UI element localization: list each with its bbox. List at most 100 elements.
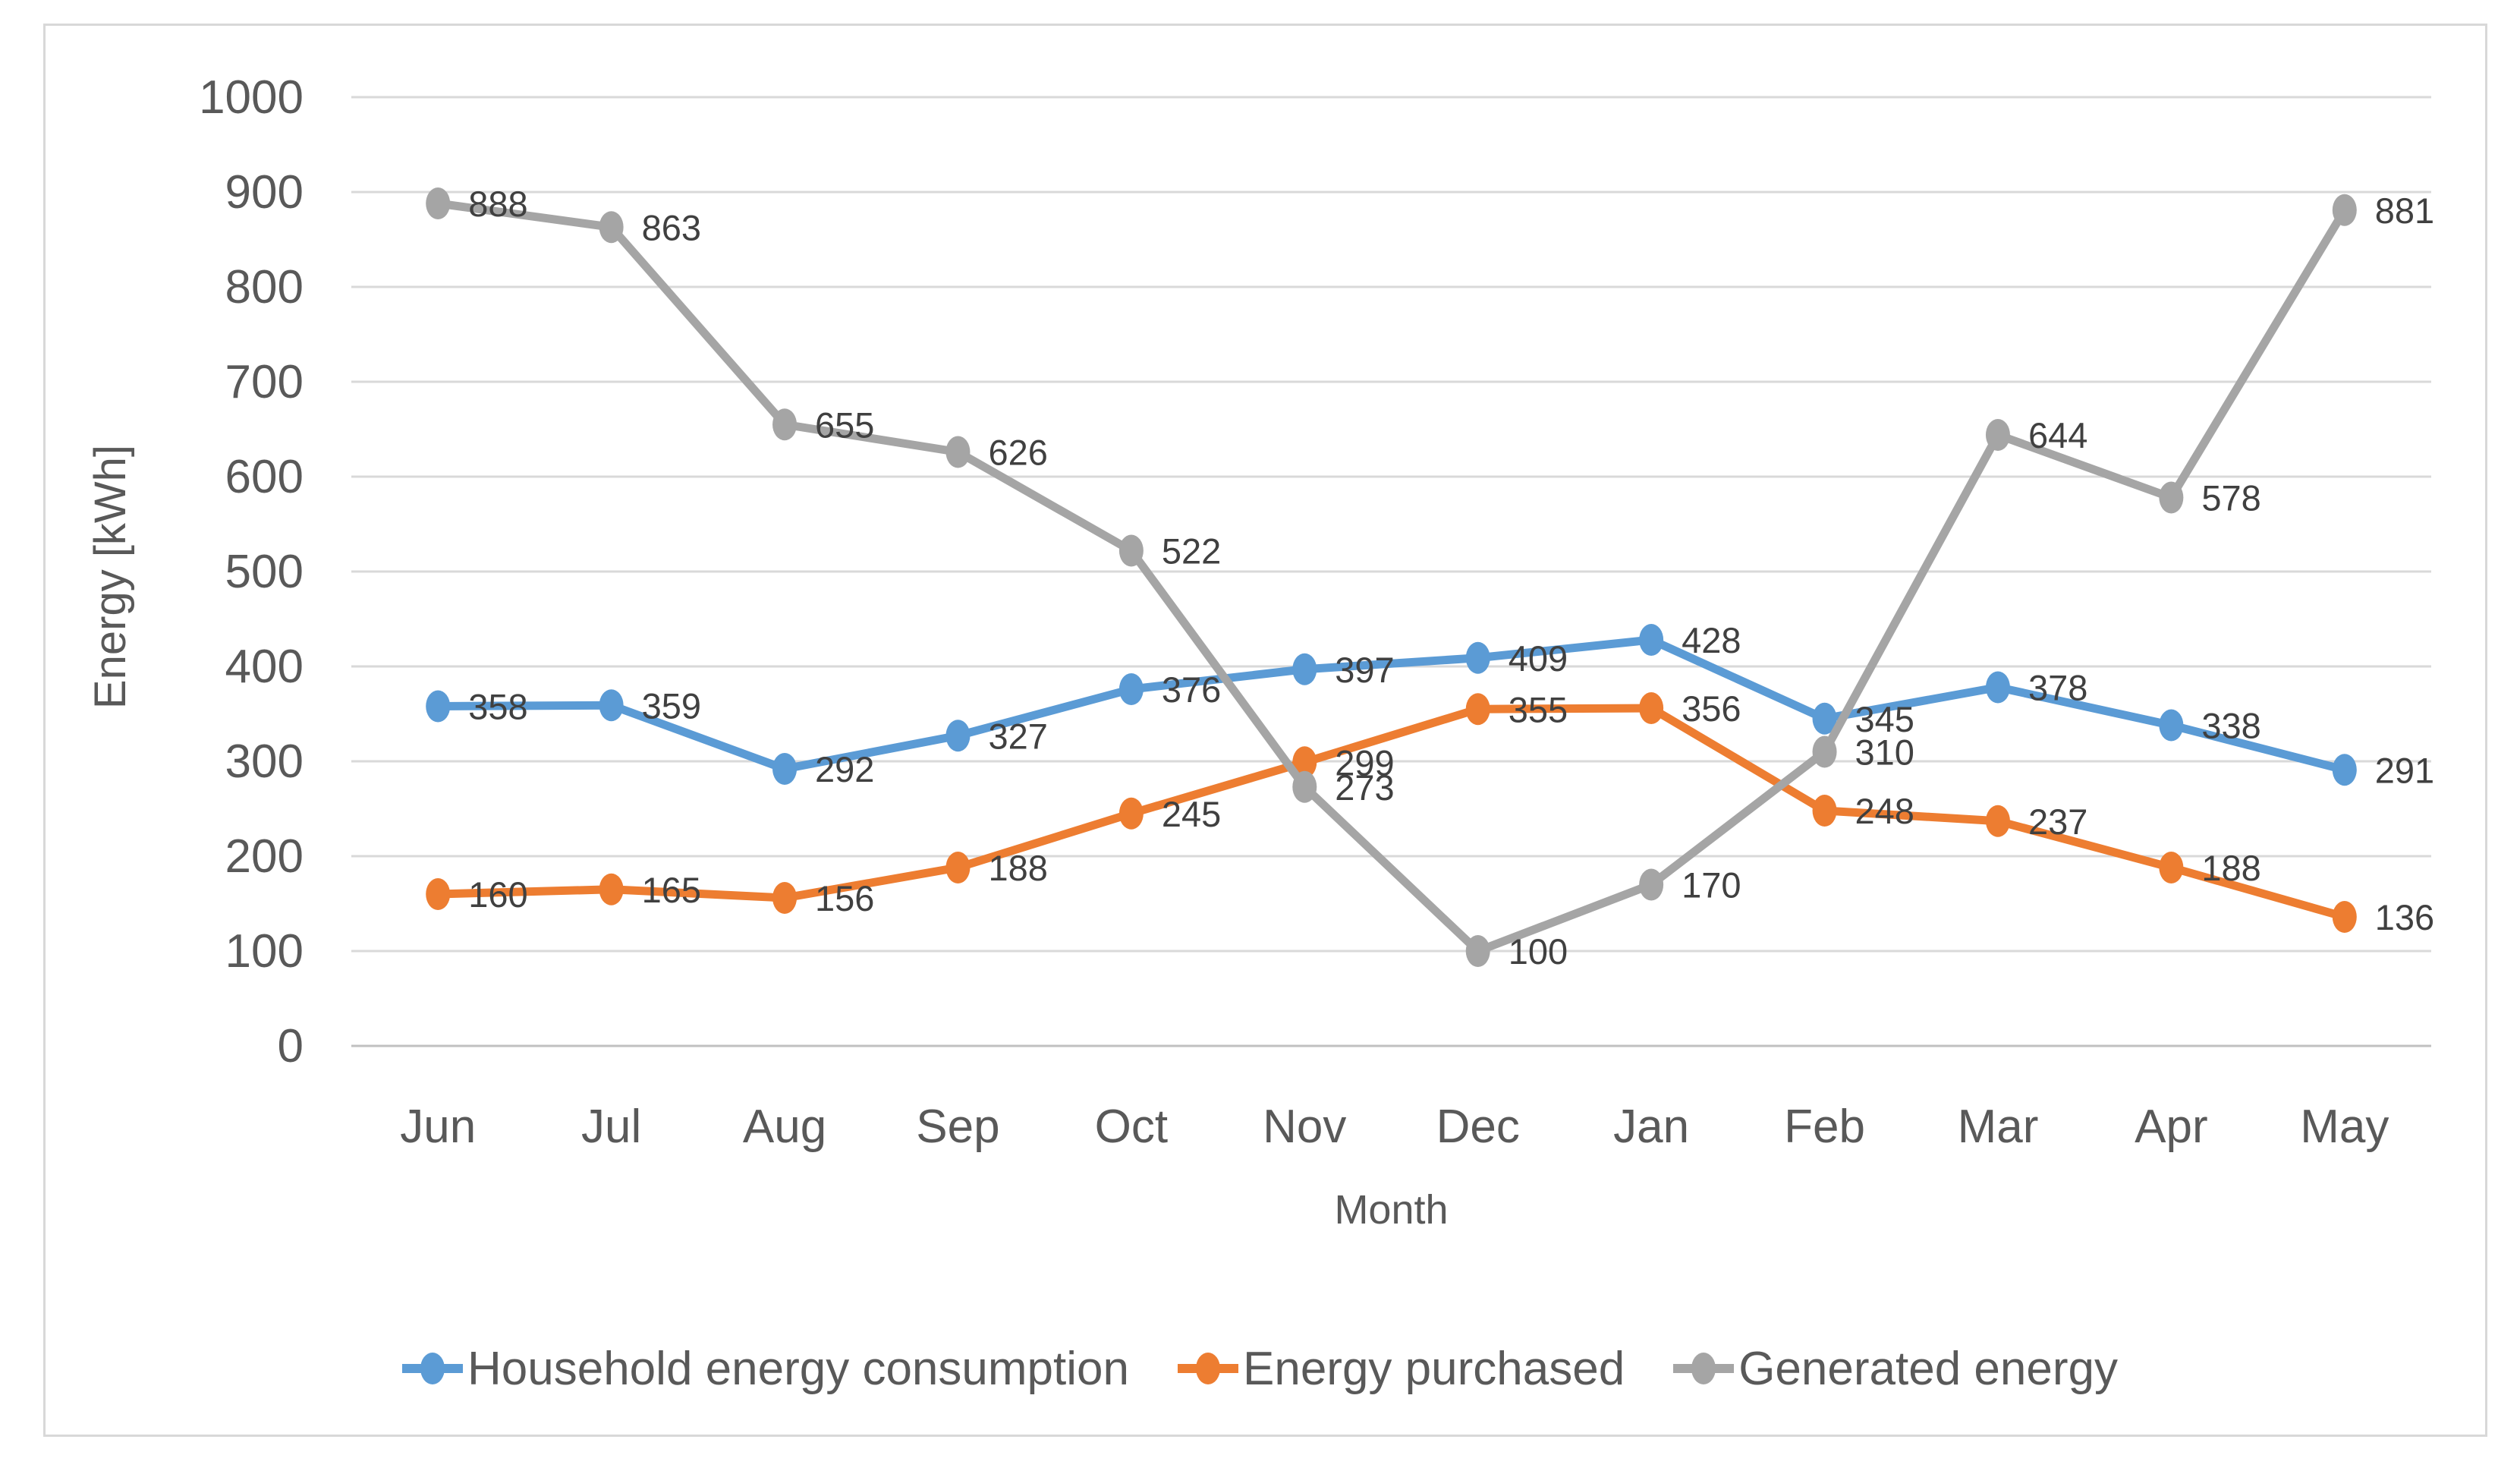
data-point-marker <box>599 689 624 722</box>
x-category-label: Jun <box>400 1101 476 1153</box>
data-point-marker <box>1639 868 1664 901</box>
data-point-label: 355 <box>1509 689 1568 729</box>
y-tick-label: 500 <box>225 546 304 598</box>
y-tick-label: 300 <box>225 735 304 788</box>
y-tick-label: 400 <box>225 641 304 693</box>
data-point-label: 888 <box>468 184 527 224</box>
data-point-label: 136 <box>2375 897 2434 937</box>
data-point-marker <box>426 187 451 219</box>
x-category-label: Mar <box>1958 1101 2039 1153</box>
x-category-label: Nov <box>1263 1101 1346 1153</box>
data-point-label: 292 <box>815 749 874 789</box>
legend-item-energy-purchased: Energy purchased <box>1177 1342 1625 1396</box>
x-category-label: Jan <box>1613 1101 1689 1153</box>
chart-legend: Household energy consumption Energy purc… <box>0 1334 2520 1403</box>
data-point-label: 356 <box>1682 688 1741 729</box>
data-point-marker <box>1292 770 1317 803</box>
data-point-label: 338 <box>2201 706 2260 746</box>
data-point-marker <box>1985 419 2010 451</box>
legend-marker-line-icon <box>1673 1353 1735 1384</box>
data-point-marker <box>1812 735 1837 768</box>
data-point-marker <box>1812 702 1837 735</box>
data-point-label: 397 <box>1335 650 1394 690</box>
data-point-label: 156 <box>815 878 874 918</box>
data-point-label: 248 <box>1855 791 1914 831</box>
x-category-label: Feb <box>1784 1101 1865 1153</box>
series-line <box>433 199 2349 956</box>
data-point-label: 327 <box>988 716 1047 756</box>
y-tick-label: 1000 <box>199 71 304 124</box>
legend-label: Energy purchased <box>1242 1342 1625 1395</box>
series-1: 358 359 292 327 376 397 409 428 345 378 338 291 <box>426 620 2434 790</box>
data-point-label: 359 <box>642 685 701 726</box>
data-point-label: 428 <box>1682 620 1741 660</box>
series-2: 160 165 156 188 245 299 355 356 248 237 188 136 <box>426 688 2434 937</box>
data-point-marker <box>1639 624 1664 656</box>
series-line <box>433 635 2349 774</box>
data-point-marker <box>1292 653 1317 685</box>
x-category-label: Apr <box>2135 1101 2207 1153</box>
data-point-marker <box>772 408 798 441</box>
data-point-marker <box>2159 709 2184 742</box>
data-point-marker <box>945 720 971 752</box>
data-point-label: 655 <box>815 405 874 445</box>
x-category-label: Sep <box>916 1101 999 1153</box>
y-tick-label: 600 <box>225 451 304 503</box>
data-point-label: 100 <box>1509 931 1568 972</box>
y-tick-label: 700 <box>225 356 304 408</box>
data-point-marker <box>945 852 971 883</box>
data-point-label: 378 <box>2028 668 2087 708</box>
x-axis-title: Month <box>1334 1187 1448 1233</box>
data-point-label: 188 <box>2201 848 2260 888</box>
data-point-label: 409 <box>1509 638 1568 679</box>
data-point-label: 863 <box>642 207 701 247</box>
x-category-label: May <box>2300 1101 2389 1153</box>
data-point-label: 299 <box>1335 742 1394 783</box>
data-point-marker <box>1985 805 2010 837</box>
y-tick-label: 100 <box>225 925 304 978</box>
data-point-marker <box>1292 746 1317 779</box>
legend-marker-line-icon <box>401 1353 463 1384</box>
data-point-marker <box>1812 795 1837 827</box>
gridlines <box>351 96 2431 1047</box>
legend-item-generated-energy: Generated energy <box>1673 1342 2118 1396</box>
x-category-label: Dec <box>1436 1101 1520 1153</box>
data-point-label: 626 <box>988 433 1047 473</box>
x-axis-category-labels: Jun Jul Aug Sep Oct Nov Dec Jan Feb Mar Apr May <box>400 1101 2389 1153</box>
data-point-marker <box>1465 641 1490 674</box>
data-point-marker <box>599 873 624 906</box>
data-point-marker <box>1118 534 1144 567</box>
data-point-marker <box>1465 693 1490 726</box>
x-category-label: Aug <box>743 1101 826 1153</box>
y-tick-label: 800 <box>225 261 304 313</box>
y-tick-label: 200 <box>225 830 304 883</box>
data-point-label: 644 <box>2028 415 2087 455</box>
data-point-label: 170 <box>1682 865 1741 906</box>
data-point-label: 376 <box>1162 669 1221 710</box>
data-point-label: 273 <box>1335 767 1394 808</box>
data-point-marker <box>1639 692 1664 724</box>
y-axis-tick-labels: 0 100 200 300 400 500 600 700 800 900 1000 <box>199 71 304 1072</box>
data-point-label: 291 <box>2375 750 2434 790</box>
data-point-label: 165 <box>642 870 701 910</box>
data-point-marker <box>2332 194 2357 226</box>
series-3: 888 863 655 626 522 273 100 170 310 644 578 881 <box>426 184 2434 972</box>
data-point-label: 345 <box>1855 699 1914 739</box>
data-point-marker <box>2332 901 2357 933</box>
data-point-label: 881 <box>2375 191 2434 231</box>
legend-item-household-energy-consumption: Household energy consumption <box>401 1342 1129 1396</box>
x-category-label: Oct <box>1095 1101 1168 1153</box>
data-point-marker <box>2159 481 2184 514</box>
data-point-label: 237 <box>2028 802 2087 842</box>
x-category-label: Jul <box>581 1101 641 1153</box>
data-point-marker <box>1118 673 1144 705</box>
data-point-marker <box>945 436 971 468</box>
data-point-label: 188 <box>988 848 1047 888</box>
y-tick-label: 0 <box>278 1020 304 1072</box>
legend-marker-line-icon <box>1177 1353 1238 1384</box>
data-point-label: 245 <box>1162 794 1221 834</box>
data-point-marker <box>1985 671 2010 704</box>
